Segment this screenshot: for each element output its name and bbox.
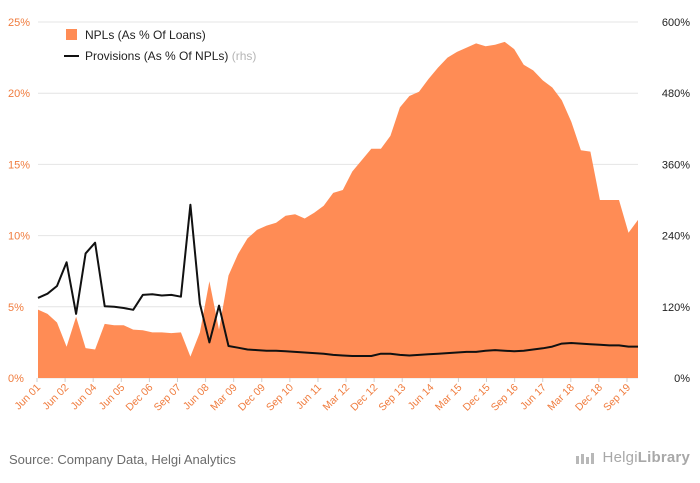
brand-strong: Library (637, 449, 690, 466)
chart-footer: Source: Company Data, Helgi Analytics He… (0, 437, 700, 483)
legend-rhs-note: (rhs) (232, 49, 257, 63)
brand-light: Helgi (602, 449, 638, 466)
x-tick-label: Sep 10 (264, 382, 296, 414)
provisions-line (37, 203, 638, 357)
legend-label-npl: NPLs (As % Of Loans) (85, 28, 206, 42)
y-right-tick-label: 120% (662, 302, 690, 314)
brand-logo: HelgiLibrary (575, 449, 690, 466)
legend-swatch-npl (66, 29, 77, 40)
x-tick-label: Sep 07 (152, 382, 184, 414)
x-tick-label: Mar 15 (433, 382, 465, 414)
x-tick-label: Jun 05 (97, 382, 128, 413)
x-tick-label: Jun 17 (518, 382, 549, 413)
x-tick-label: Sep 19 (601, 382, 633, 414)
legend-label-provisions: Provisions (As % Of NPLs) (rhs) (85, 49, 256, 63)
x-tick-label: Dec 09 (236, 382, 268, 414)
y-left-tick-label: 5% (8, 302, 24, 314)
y-right-tick-label: 600% (662, 17, 690, 29)
y-right-tick-label: 360% (662, 159, 690, 171)
npl-area (38, 41, 638, 379)
x-tick-label: Jun 04 (69, 382, 100, 413)
x-tick-label: Dec 18 (573, 382, 605, 414)
y-left-tick-label: 0% (8, 373, 24, 385)
x-tick-label: Mar 12 (321, 382, 353, 414)
y-right-tick-label: 480% (662, 88, 690, 100)
library-icon (575, 453, 594, 465)
y-right-tick-label: 0% (674, 373, 690, 385)
y-left-tick-label: 10% (8, 231, 30, 243)
y-left-tick-label: 20% (8, 88, 30, 100)
x-tick-label: Jun 11 (294, 382, 324, 412)
x-tick-label: Jun 02 (40, 382, 71, 413)
y-right-tick-label: 240% (662, 231, 690, 243)
x-tick-label: Mar 18 (545, 382, 577, 414)
x-tick-label: Dec 12 (348, 382, 380, 414)
x-tick-label: Jun 14 (406, 382, 437, 413)
x-tick-label: Jun 08 (181, 382, 212, 413)
x-tick-label: Jun 01 (12, 382, 43, 413)
x-tick-label: Dec 06 (123, 382, 155, 414)
y-left-tick-label: 25% (8, 17, 30, 29)
x-tick-label: Dec 15 (461, 382, 493, 414)
x-tick-label: Mar 09 (208, 382, 240, 414)
y-left-tick-label: 15% (8, 159, 30, 171)
chart-canvas: 0%5%10%15%20%25% 0%120%240%360%480%600% … (8, 17, 690, 414)
source-note: Source: Company Data, Helgi Analytics (9, 452, 236, 467)
x-tick-label: Sep 13 (376, 382, 408, 414)
x-tick-label: Sep 16 (489, 382, 521, 414)
